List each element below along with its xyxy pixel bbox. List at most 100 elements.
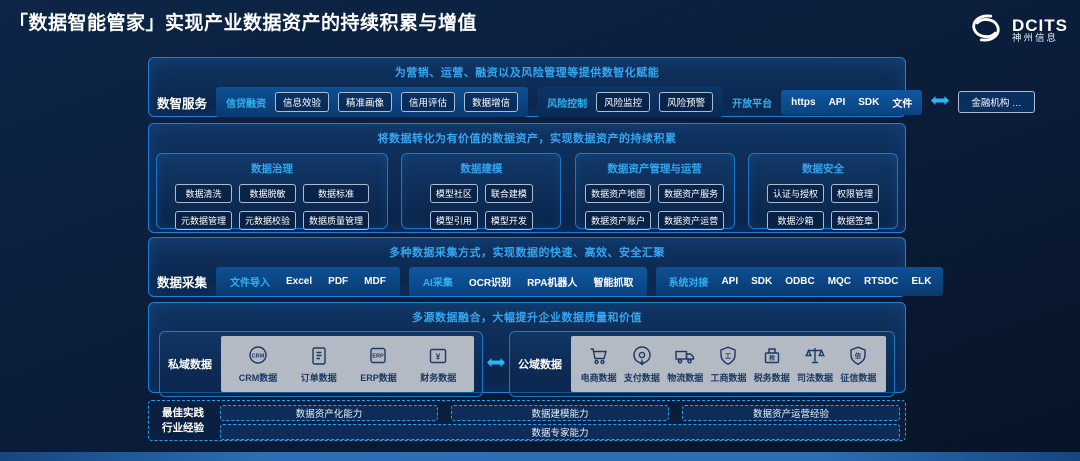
system-item: RTSDC xyxy=(864,276,899,287)
private-data-label: 私域数据 xyxy=(168,359,212,371)
business-icon: 工 xyxy=(716,344,740,370)
band-data-fusion: 多源数据融合，大幅提升企业数据质量和价值 私域数据 CRM CRM数据 订单数据… xyxy=(148,302,906,397)
band-best-practice: 最佳实践 行业经验 数据资产化能力 数据建模能力 数据资产运营经验 数据专家能力 xyxy=(148,400,906,441)
credit-button[interactable]: 信息效验 xyxy=(275,92,330,112)
swirl-galaxy-icon xyxy=(967,9,1005,52)
system-item: API xyxy=(721,276,739,287)
management-button[interactable]: 数据资产服务 xyxy=(658,184,725,203)
data-security-box: 数据安全 认证与授权 权限管理 数据沙箱 数据签章 xyxy=(747,153,898,230)
data-source-item: 信 征信数据 xyxy=(840,344,876,384)
system-item: MQC xyxy=(827,276,852,287)
file-item: MDF xyxy=(364,276,386,287)
band-data-collection: 多种数据采集方式，实现数据的快速、高效、安全汇聚 数据采集 文件导入 Excel… xyxy=(148,237,944,297)
governance-button[interactable]: 数据清洗 xyxy=(174,184,232,203)
system-item: ELK xyxy=(911,276,932,287)
credit-group-label: 信贷融资 xyxy=(226,98,267,110)
asset-band-header: 将数据转化为有价值的数据资产，实现数据资产的持续积累 xyxy=(377,133,677,145)
management-button[interactable]: 数据资产运营 xyxy=(658,211,725,230)
svg-text:工: 工 xyxy=(725,352,732,360)
payment-icon xyxy=(630,344,654,370)
service-band-label: 数智服务 xyxy=(157,96,208,111)
credit-financing-group: 信贷融资 信息效验 精准画像 信用评估 数据增信 xyxy=(216,87,529,117)
svg-text:税: 税 xyxy=(769,354,775,362)
system-item: SDK xyxy=(751,276,773,287)
data-source-label: 订单数据 xyxy=(300,373,337,383)
financial-institutions-button[interactable]: 金融机构 … xyxy=(958,91,1035,113)
credit-button[interactable]: 精准画像 xyxy=(338,92,393,112)
order-icon xyxy=(307,344,331,370)
data-source-label: 物流数据 xyxy=(667,373,704,383)
data-source-item: 电商数据 xyxy=(581,344,617,384)
modeling-button[interactable]: 模型开发 xyxy=(484,211,533,230)
risk-control-group: 风险控制 风险监控 风险预警 xyxy=(537,87,724,117)
file-group-label: 文件导入 xyxy=(230,278,271,289)
band-smart-services: 为营销、运营、融资以及风险管理等提供数智化赋能 数智服务 信贷融资 信息效验 精… xyxy=(148,57,1035,117)
private-data-box: 私域数据 CRM CRM数据 订单数据 ERP ERP数据 xyxy=(159,331,483,397)
modeling-button[interactable]: 模型引用 xyxy=(429,211,478,230)
private-data-panel: CRM CRM数据 订单数据 ERP ERP数据 ¥ 财务数据 xyxy=(221,336,474,392)
asset-management-box: 数据资产管理与运营 数据资产地图 数据资产服务 数据资产账户 数据资产运营 xyxy=(574,153,735,230)
practice-label: 最佳实践 行业经验 xyxy=(154,405,212,436)
judicial-icon xyxy=(803,344,827,370)
data-modeling-box: 数据建模 模型社区 联合建模 模型引用 模型开发 xyxy=(401,153,562,230)
svg-text:信: 信 xyxy=(855,351,862,360)
public-data-label: 公域数据 xyxy=(518,359,562,371)
data-source-item: CRM CRM数据 xyxy=(239,344,277,384)
platform-channel: 文件 xyxy=(892,98,913,110)
data-source-item: 支付数据 xyxy=(624,344,660,384)
data-source-item: 司法数据 xyxy=(797,344,833,384)
page-title: 「数据智能管家」实现产业数据资产的持续积累与增值 xyxy=(9,13,478,34)
data-source-label: 电商数据 xyxy=(580,373,617,383)
svg-text:CRM: CRM xyxy=(252,353,265,359)
data-source-label: 工商数据 xyxy=(710,373,747,383)
credit-button[interactable]: 信用评估 xyxy=(401,92,456,112)
risk-button[interactable]: 风险预警 xyxy=(659,92,714,112)
security-button[interactable]: 权限管理 xyxy=(830,184,879,203)
platform-channel: https xyxy=(791,96,816,108)
logistics-icon xyxy=(673,344,697,370)
management-button[interactable]: 数据资产账户 xyxy=(585,211,652,230)
logo-subtitle: 神州信息 xyxy=(1012,33,1059,45)
security-button[interactable]: 数据签章 xyxy=(830,211,879,230)
public-data-panel: 电商数据 支付数据 物流数据 工 工商数据 税 xyxy=(571,336,886,392)
risk-button[interactable]: 风险监控 xyxy=(596,92,651,112)
ai-group-label: AI采集 xyxy=(422,278,453,289)
data-source-label: 支付数据 xyxy=(623,373,660,383)
governance-button[interactable]: 数据脱敏 xyxy=(238,184,296,203)
governance-button[interactable]: 数据标准 xyxy=(303,184,370,203)
service-band-header: 为营销、运营、融资以及风险管理等提供数智化赋能 xyxy=(394,67,660,79)
governance-button[interactable]: 数据质量管理 xyxy=(303,211,370,230)
ai-item: RPA机器人 xyxy=(527,278,578,289)
data-source-item: 税 税务数据 xyxy=(754,344,790,384)
data-source-label: 征信数据 xyxy=(840,373,877,383)
management-button[interactable]: 数据资产地图 xyxy=(585,184,652,203)
file-import-group: 文件导入 Excel PDF MDF xyxy=(216,267,400,296)
governance-button[interactable]: 元数据校验 xyxy=(238,211,296,230)
file-item: PDF xyxy=(328,276,349,287)
brand-logo: DCITS 神州信息 xyxy=(967,9,1068,52)
erp-icon: ERP xyxy=(366,344,390,370)
band-data-asset: 将数据转化为有价值的数据资产，实现数据资产的持续积累 数据治理 数据清洗 数据脱… xyxy=(148,123,906,233)
ai-item: 智能抓取 xyxy=(593,278,634,289)
double-arrow-icon xyxy=(931,93,950,111)
collect-band-header: 多种数据采集方式，实现数据的快速、高效、安全汇聚 xyxy=(389,247,665,259)
governance-button[interactable]: 元数据管理 xyxy=(174,211,232,230)
credit-button[interactable]: 数据增信 xyxy=(464,92,519,112)
security-button[interactable]: 数据沙箱 xyxy=(766,211,824,230)
data-source-item: 工 工商数据 xyxy=(710,344,746,384)
system-group-label: 系统对接 xyxy=(668,278,709,289)
platform-channel: SDK xyxy=(858,96,880,108)
crm-icon: CRM xyxy=(246,344,270,370)
data-source-label: ERP数据 xyxy=(360,373,397,383)
modeling-button[interactable]: 联合建模 xyxy=(484,184,533,203)
collect-band-label: 数据采集 xyxy=(157,276,208,290)
logo-brand-text: DCITS xyxy=(1012,15,1068,35)
security-button[interactable]: 认证与授权 xyxy=(766,184,824,203)
system-item: ODBC xyxy=(785,276,815,287)
platform-channel: API xyxy=(828,96,846,108)
modeling-button[interactable]: 模型社区 xyxy=(429,184,478,203)
data-source-item: ERP ERP数据 xyxy=(360,344,397,384)
data-source-label: 司法数据 xyxy=(797,373,834,383)
double-arrow-icon xyxy=(487,355,505,373)
